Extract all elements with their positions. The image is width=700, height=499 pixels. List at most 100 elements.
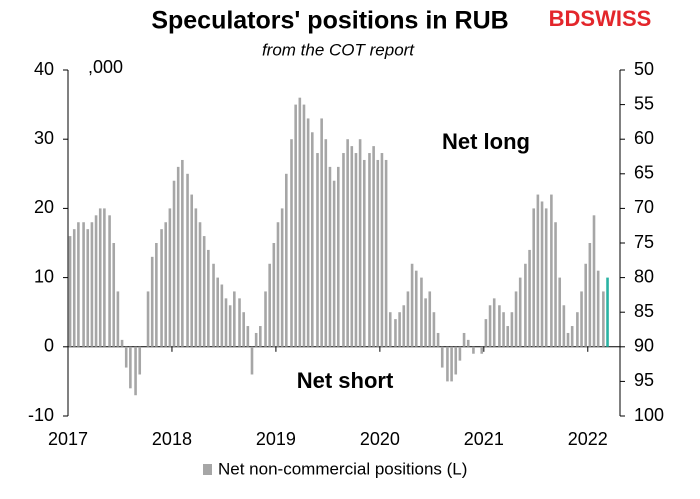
bar — [150, 256, 154, 347]
x-tick-label: 2017 — [48, 429, 88, 449]
bar — [220, 284, 224, 347]
y-tick-label: 10 — [34, 266, 54, 286]
bar — [394, 319, 397, 347]
bar — [94, 215, 98, 347]
y-tick-label: 30 — [34, 128, 54, 148]
bar — [528, 249, 531, 347]
bar — [112, 243, 116, 347]
bar — [414, 270, 418, 347]
bar — [384, 159, 388, 347]
bar — [462, 332, 466, 347]
bar — [68, 236, 72, 347]
bar — [272, 243, 276, 347]
bar — [550, 194, 553, 347]
y2-tick-label: 70 — [634, 197, 654, 217]
bar — [324, 139, 328, 347]
bar — [233, 291, 236, 347]
legend-swatch — [203, 464, 212, 475]
bar — [120, 339, 124, 347]
bar — [298, 97, 302, 347]
bar — [332, 180, 336, 347]
bar — [576, 312, 579, 347]
x-tick-label: 2021 — [464, 429, 504, 449]
bar — [108, 215, 111, 347]
bar — [544, 208, 548, 347]
bar — [190, 194, 194, 347]
bar — [484, 319, 488, 347]
bar — [116, 291, 120, 347]
bar — [596, 270, 600, 347]
y2-tick-label: 75 — [634, 232, 654, 252]
bar — [306, 118, 310, 347]
bar — [186, 173, 189, 347]
bar — [276, 222, 280, 347]
y2-tick-label: 50 — [634, 59, 654, 79]
bar — [160, 229, 163, 347]
bar — [202, 236, 206, 347]
bar — [138, 346, 142, 375]
legend-label: Net non-commercial positions (L) — [218, 459, 467, 478]
bar — [224, 298, 228, 347]
bar — [410, 263, 414, 347]
chart-subtitle: from the COT report — [262, 40, 415, 59]
bar — [472, 346, 475, 354]
bar — [584, 263, 587, 347]
bar — [280, 208, 284, 347]
bar — [72, 229, 76, 347]
bar — [242, 312, 245, 347]
bar — [398, 312, 401, 347]
bar — [129, 346, 132, 389]
bar — [558, 277, 562, 347]
bar — [514, 291, 518, 347]
bar — [290, 139, 293, 347]
bar — [134, 346, 137, 396]
annotation: Net long — [442, 129, 530, 154]
bar — [502, 312, 505, 347]
bar — [368, 153, 371, 347]
y-tick-label: -10 — [28, 405, 54, 425]
y2-tick-label: 95 — [634, 370, 654, 390]
y2-tick-label: 60 — [634, 128, 654, 148]
bar — [82, 222, 85, 347]
bar — [246, 326, 250, 347]
bar — [446, 346, 449, 382]
bar — [518, 277, 522, 347]
bar — [362, 159, 366, 347]
bar — [328, 166, 332, 347]
bar — [402, 305, 406, 347]
bar — [432, 312, 436, 347]
bar — [372, 146, 375, 347]
bar — [90, 222, 94, 347]
bar — [294, 104, 297, 347]
x-tick-label: 2022 — [568, 429, 608, 449]
bar — [524, 263, 527, 347]
bar — [164, 222, 168, 347]
bar — [406, 291, 410, 347]
bar — [320, 118, 323, 347]
bar — [176, 166, 180, 347]
bar — [602, 291, 605, 347]
bar — [506, 326, 510, 347]
x-tick-label: 2018 — [152, 429, 192, 449]
bar — [98, 208, 102, 347]
bar — [181, 159, 184, 347]
y-tick-label: 0 — [44, 336, 54, 356]
brand: BDSWISS — [549, 6, 652, 31]
bar — [124, 346, 128, 368]
bar — [436, 332, 440, 347]
bar — [354, 153, 358, 347]
bar — [264, 291, 267, 347]
bar — [146, 291, 150, 347]
bar — [342, 153, 345, 347]
bar — [380, 153, 384, 347]
bar — [540, 201, 544, 347]
bar — [268, 263, 271, 347]
bar — [580, 291, 583, 347]
bar — [498, 305, 501, 347]
x-tick-label: 2020 — [360, 429, 400, 449]
bar — [310, 132, 314, 347]
bar — [554, 222, 557, 347]
bar — [588, 243, 592, 347]
bar — [350, 146, 354, 347]
